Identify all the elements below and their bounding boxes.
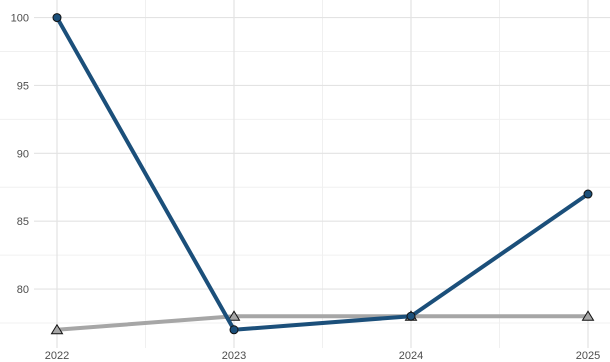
x-axis: 2022 2023 2024 2025 — [45, 350, 600, 362]
y-axis: 80 85 90 95 100 — [11, 13, 29, 296]
x-tick-label: 2024 — [399, 350, 423, 362]
grid — [0, 0, 610, 348]
data-point — [581, 310, 595, 321]
x-tick-label: 2023 — [222, 350, 246, 362]
series-layer — [50, 13, 595, 335]
x-tick-label: 2025 — [576, 350, 600, 362]
data-point — [52, 13, 62, 23]
y-tick-label: 100 — [11, 13, 29, 25]
y-tick-label: 85 — [17, 216, 29, 228]
data-point — [50, 323, 64, 335]
y-tick-label: 80 — [17, 284, 29, 296]
data-point — [229, 325, 239, 335]
y-tick-label: 90 — [17, 148, 29, 160]
series-line — [55, 15, 590, 332]
data-point — [227, 310, 241, 321]
y-tick-label: 95 — [17, 80, 29, 92]
x-tick-label: 2022 — [45, 350, 69, 362]
data-point — [406, 311, 416, 321]
series-1 — [52, 13, 593, 335]
data-point — [583, 189, 593, 199]
series-line — [55, 314, 590, 332]
